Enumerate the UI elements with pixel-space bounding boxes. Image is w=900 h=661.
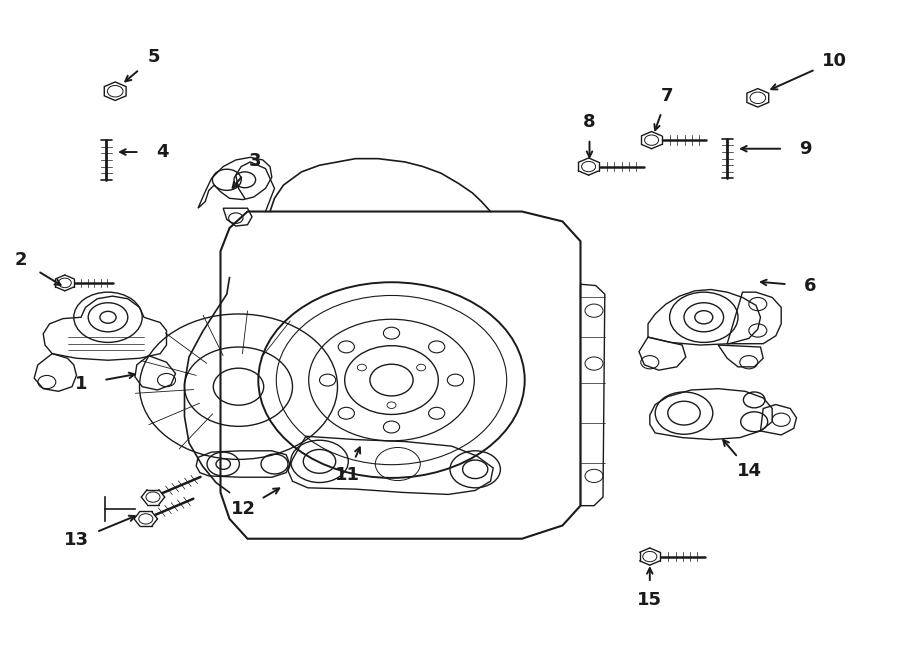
Text: 13: 13 [64, 531, 89, 549]
Text: 5: 5 [148, 48, 160, 66]
Text: 2: 2 [14, 251, 27, 270]
Text: 9: 9 [799, 139, 812, 158]
Text: 6: 6 [804, 277, 816, 295]
Text: 8: 8 [583, 113, 596, 132]
Text: 10: 10 [822, 52, 847, 70]
Text: 7: 7 [661, 87, 673, 105]
Text: 1: 1 [76, 375, 88, 393]
Text: 12: 12 [231, 500, 256, 518]
Text: 14: 14 [737, 463, 762, 481]
Text: 4: 4 [156, 143, 168, 161]
Text: 3: 3 [248, 152, 261, 170]
Text: 11: 11 [335, 466, 360, 484]
Text: 15: 15 [637, 590, 662, 609]
